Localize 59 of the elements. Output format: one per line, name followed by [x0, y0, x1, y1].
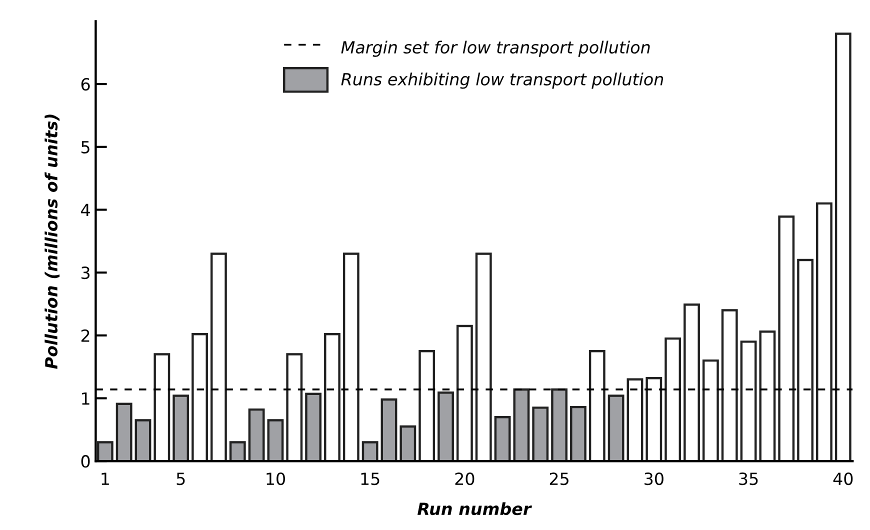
bar — [172, 394, 190, 462]
bar — [362, 441, 378, 462]
bar — [210, 252, 227, 462]
bar — [532, 406, 549, 462]
bar — [570, 406, 586, 462]
bar — [267, 419, 284, 462]
bar — [551, 388, 568, 462]
x-tick-label: 15 — [361, 472, 380, 486]
y-tick-label: 0 — [81, 455, 90, 468]
bar — [286, 353, 303, 462]
x-tick-label: 1 — [102, 472, 109, 485]
legend-label: Runs exhibiting low transport pollution — [341, 72, 664, 89]
y-tick-label: 3 — [82, 266, 90, 280]
bar — [418, 350, 436, 462]
x-tick-label: 20 — [455, 472, 474, 486]
bar — [400, 425, 416, 462]
bar — [134, 419, 152, 462]
bar — [116, 402, 132, 462]
x-tick-label: 10 — [266, 472, 285, 486]
y-tick-label: 5 — [82, 141, 90, 154]
bar — [816, 202, 832, 462]
x-tick-label: 5 — [176, 472, 185, 486]
bar — [834, 32, 852, 462]
x-tick-label: 30 — [644, 472, 664, 486]
bar — [740, 340, 757, 462]
bar — [475, 252, 492, 462]
bar — [608, 394, 624, 462]
bar — [721, 309, 738, 462]
bar — [646, 377, 662, 462]
bar — [305, 392, 322, 462]
bar — [778, 216, 795, 462]
bar — [324, 333, 340, 462]
bar — [456, 324, 473, 462]
bar — [192, 333, 208, 462]
bar — [342, 252, 360, 462]
bar — [494, 416, 511, 462]
x-tick-label: 40 — [833, 472, 853, 486]
bar — [248, 408, 265, 462]
legend-label: Margin set for low transport pollution — [341, 40, 650, 57]
bar — [759, 330, 776, 462]
bar — [588, 350, 606, 462]
bar — [154, 353, 170, 462]
y-tick-label: 2 — [81, 329, 90, 342]
bar — [438, 391, 454, 462]
y-tick-label: 4 — [81, 204, 90, 216]
y-tick-label: 1 — [82, 392, 90, 405]
bar — [513, 388, 530, 462]
bar — [380, 398, 398, 462]
y-axis-title: Pollution (millions of units) — [44, 114, 60, 369]
bar — [797, 258, 814, 462]
x-axis-title: Run number — [418, 502, 532, 516]
bar — [684, 304, 700, 462]
x-tick-label: 25 — [550, 472, 568, 486]
x-tick-label: 35 — [739, 472, 758, 486]
bar — [229, 441, 246, 462]
bar — [702, 359, 719, 462]
bar — [664, 337, 682, 462]
y-tick-label: 6 — [81, 78, 90, 91]
bar — [626, 378, 644, 462]
